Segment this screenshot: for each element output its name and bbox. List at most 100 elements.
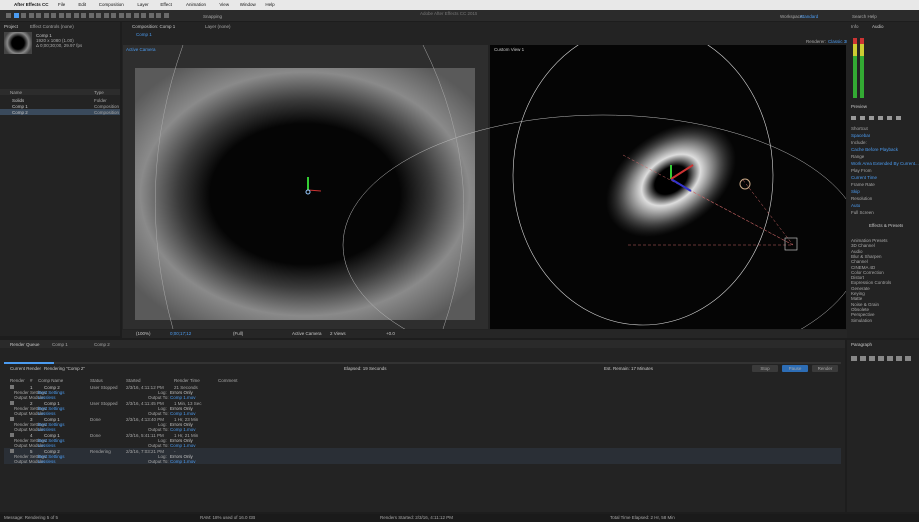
- render-button-1[interactable]: Pause: [782, 365, 808, 372]
- output-value[interactable]: Comp 1.mov: [170, 443, 196, 448]
- transport-button[interactable]: [869, 116, 874, 120]
- module-value[interactable]: Lossless: [38, 443, 56, 448]
- effects-item[interactable]: Expression Controls: [851, 280, 892, 286]
- align-button[interactable]: [860, 356, 866, 361]
- menu-item[interactable]: File: [58, 2, 66, 7]
- effects-item[interactable]: Keying: [851, 291, 865, 296]
- settings-value[interactable]: Best Settings: [38, 438, 65, 443]
- viewer-footer-time[interactable]: 0;00;17;12: [170, 331, 192, 336]
- module-value[interactable]: Lossless: [38, 427, 56, 432]
- tool-icon[interactable]: [73, 13, 79, 18]
- effects-item[interactable]: Obsolete: [851, 306, 870, 312]
- viewer-footer-camera[interactable]: Active Camera: [292, 331, 322, 336]
- tool-icon[interactable]: [51, 13, 56, 18]
- effects-item[interactable]: Audio: [851, 248, 863, 254]
- align-button[interactable]: [887, 356, 893, 361]
- settings-value[interactable]: Best Settings: [38, 454, 65, 459]
- log-value[interactable]: Errors Only: [170, 406, 193, 411]
- log-value[interactable]: Errors Only: [170, 422, 193, 427]
- transport-button[interactable]: [896, 116, 901, 120]
- effects-item[interactable]: Noise & Grain: [851, 301, 880, 307]
- render-tab[interactable]: Render Queue: [10, 342, 40, 347]
- menu-item[interactable]: Effect: [160, 2, 172, 7]
- tool-icon[interactable]: [118, 13, 124, 18]
- transport-button[interactable]: [860, 116, 865, 120]
- render-checkbox[interactable]: [10, 385, 14, 389]
- tool-icon[interactable]: [28, 13, 34, 18]
- log-value[interactable]: Errors Only: [170, 390, 193, 395]
- effects-item[interactable]: 3D Channel: [851, 243, 875, 249]
- menu-item[interactable]: Animation: [186, 2, 207, 7]
- effects-item[interactable]: Animation Presets: [851, 238, 888, 243]
- output-value[interactable]: Comp 1.mov: [170, 411, 196, 416]
- menu-item[interactable]: Help: [265, 2, 275, 7]
- tool-icon[interactable]: [141, 13, 146, 18]
- render-checkbox[interactable]: [10, 449, 14, 453]
- transport-button[interactable]: [851, 116, 856, 120]
- align-button[interactable]: [896, 356, 902, 361]
- align-button[interactable]: [905, 356, 911, 361]
- effects-item[interactable]: Generate: [851, 285, 870, 291]
- render-checkbox[interactable]: [10, 401, 14, 405]
- tool-icon[interactable]: [133, 13, 139, 18]
- log-value[interactable]: Errors Only: [170, 454, 193, 459]
- tool-icon[interactable]: [13, 13, 19, 18]
- render-checkbox[interactable]: [10, 433, 14, 437]
- comp-subtab[interactable]: Comp 1: [136, 32, 152, 37]
- effect-controls-tab[interactable]: Effect Controls (none): [30, 24, 74, 29]
- viewer-footer-zoom[interactable]: (100%): [136, 331, 151, 336]
- menu-item[interactable]: Composition: [98, 2, 124, 7]
- info-tab[interactable]: Info: [851, 24, 859, 29]
- module-value[interactable]: Lossless: [38, 395, 56, 400]
- render-tab[interactable]: Comp 2: [94, 342, 110, 347]
- viewer-footer-exposure[interactable]: +0.0: [386, 331, 395, 336]
- tool-icon[interactable]: [81, 13, 86, 18]
- project-row[interactable]: [0, 109, 120, 115]
- tool-icon[interactable]: [36, 13, 41, 18]
- tool-icon[interactable]: [66, 13, 71, 18]
- effects-item[interactable]: Simulation: [851, 317, 873, 323]
- settings-value[interactable]: Best Settings: [38, 422, 65, 427]
- tool-icon[interactable]: [58, 13, 64, 18]
- audio-tab[interactable]: Audio: [872, 24, 884, 29]
- module-value[interactable]: Lossless: [38, 411, 56, 416]
- output-value[interactable]: Comp 1.mov: [170, 427, 196, 432]
- effects-item[interactable]: Channel: [851, 259, 868, 265]
- menu-item[interactable]: View: [219, 2, 230, 7]
- transport-button[interactable]: [887, 116, 892, 120]
- settings-value[interactable]: Best Settings: [38, 390, 65, 395]
- viewer-footer-res[interactable]: (Full): [233, 331, 244, 336]
- tool-icon[interactable]: [6, 13, 11, 18]
- effects-item[interactable]: Distort: [851, 275, 865, 281]
- tool-icon[interactable]: [126, 13, 131, 18]
- tool-icon[interactable]: [156, 13, 161, 18]
- render-button-2[interactable]: Render: [812, 365, 838, 372]
- menu-item[interactable]: Window: [239, 2, 256, 7]
- effects-item[interactable]: Matte: [851, 296, 863, 302]
- tool-icon[interactable]: [103, 13, 109, 18]
- render-button-0[interactable]: Stop: [752, 365, 778, 372]
- render-checkbox[interactable]: [10, 417, 14, 421]
- transport-button[interactable]: [878, 116, 883, 120]
- settings-value[interactable]: Best Settings: [38, 406, 65, 411]
- tool-icon[interactable]: [88, 13, 94, 18]
- tool-icon[interactable]: [163, 13, 169, 18]
- layer-tab[interactable]: Layer (none): [205, 24, 231, 29]
- effects-item[interactable]: CINEMA 4D: [851, 264, 876, 270]
- renderer-value[interactable]: Classic 3D: [828, 39, 850, 44]
- effects-item[interactable]: Perspective: [851, 312, 875, 318]
- render-tab[interactable]: Comp 1: [52, 342, 68, 347]
- module-value[interactable]: Lossless: [38, 459, 56, 464]
- align-button[interactable]: [851, 356, 857, 361]
- output-value[interactable]: Comp 1.mov: [170, 395, 196, 400]
- align-button[interactable]: [878, 356, 884, 361]
- effects-item[interactable]: Color Correction: [851, 269, 884, 275]
- viewer-footer-views[interactable]: 2 Views: [330, 331, 346, 336]
- output-value[interactable]: Comp 1.mov: [170, 459, 196, 464]
- workspace-value[interactable]: Standard: [800, 14, 819, 19]
- tool-icon[interactable]: [111, 13, 116, 18]
- tool-icon[interactable]: [21, 13, 26, 18]
- comp-tab[interactable]: Composition: Comp 1: [132, 24, 176, 29]
- tool-icon[interactable]: [148, 13, 154, 18]
- tool-icon[interactable]: [96, 13, 101, 18]
